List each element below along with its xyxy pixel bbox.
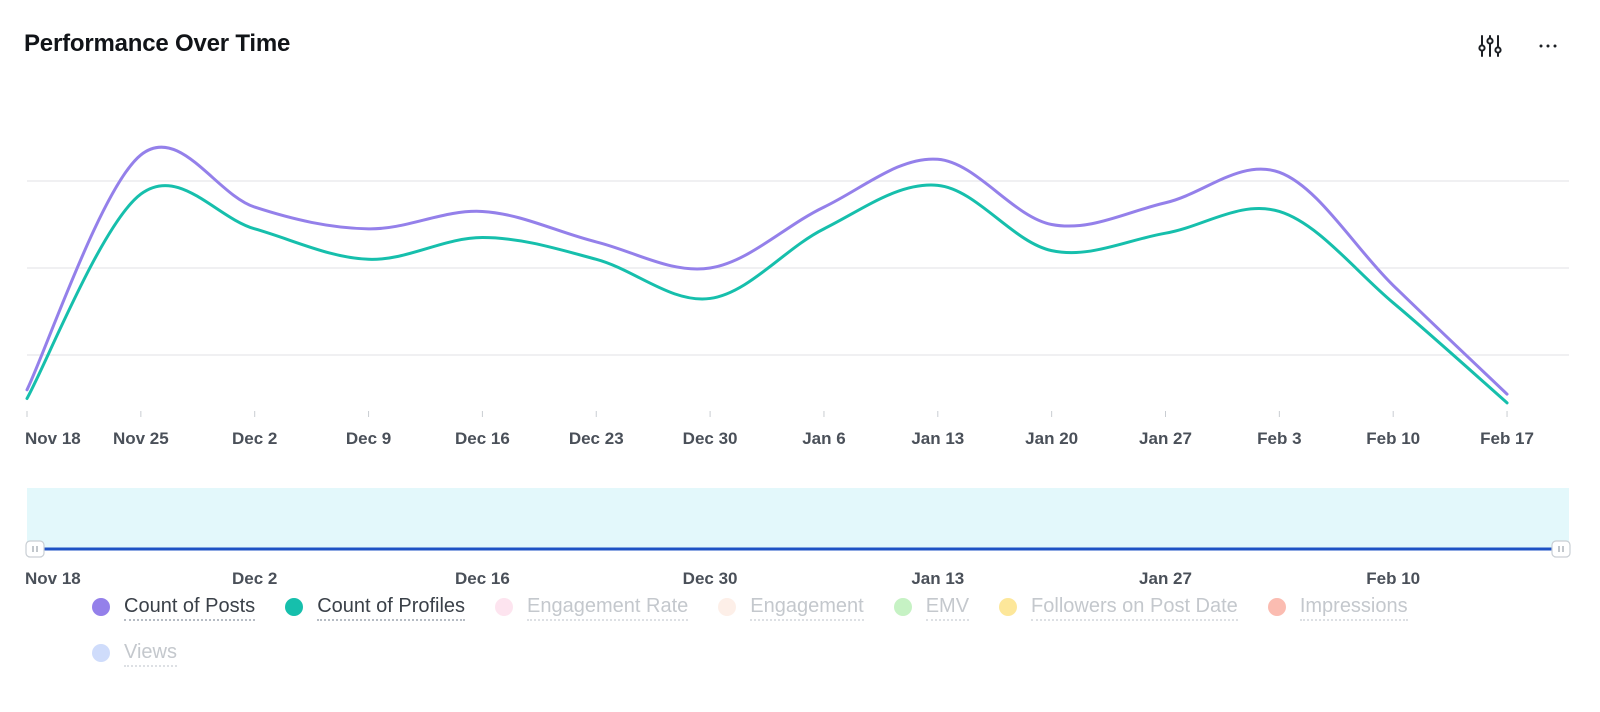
legend-swatch [1267,598,1286,616]
legend-swatch [92,644,110,662]
more-horizontal-icon [1539,44,1557,48]
x-tick-label: Dec 9 [346,429,391,448]
range-tick-label: Dec 16 [455,569,510,588]
legend-label: Count of Profiles [317,594,466,621]
legend-item-count-of-profiles[interactable]: Count of Profiles [285,590,466,624]
page-title: Performance Over Time [24,30,291,57]
range-handle-end[interactable] [1551,540,1571,558]
series-line-count-of-profiles [25,183,1509,405]
x-tick-label: Nov 25 [113,429,169,448]
legend-label: Followers on Post Date [1031,594,1238,621]
x-tick-label: Dec 16 [455,429,510,448]
legend-item-views[interactable]: Views [92,636,177,670]
line-chart: Nov 18 Nov 25 Dec 2 Dec 9 Dec 16 Dec 23 Dec 30… [25,145,1571,588]
legend-swatch [92,598,110,616]
series-line-count-of-posts [25,145,1509,396]
x-tick-label: Jan 20 [1025,429,1078,448]
legend-item-engagement[interactable]: Engagement [718,590,864,624]
sliders-icon [1478,35,1502,57]
x-tick-label: Dec 2 [232,429,277,448]
range-tick-label: Feb 10 [1366,569,1420,588]
legend-label: Count of Posts [124,594,256,621]
filter-button[interactable] [1472,28,1508,64]
x-tick-label: Feb 3 [1257,429,1301,448]
legend-swatch [285,598,304,616]
range-selector-area [27,488,1569,549]
legend-label: Views [124,640,177,667]
legend-swatch [893,598,912,616]
legend-swatch [718,598,737,616]
range-handle-start[interactable] [25,540,45,558]
range-tick-label: Jan 13 [911,569,964,588]
x-tick-label: Feb 10 [1366,429,1420,448]
legend-item-engagement-rate[interactable]: Engagement Rate [495,590,689,624]
legend-label: Engagement [750,594,864,621]
range-tick-label: Nov 18 [25,569,81,588]
legend-item-impressions[interactable]: Impressions [1267,590,1408,624]
x-tick-label: Jan 13 [911,429,964,448]
x-tick-label: Nov 18 [25,429,81,448]
more-options-button[interactable] [1530,28,1566,64]
legend-label: Impressions [1299,594,1408,621]
legend-item-followers-on-post-date[interactable]: Followers on Post Date [999,590,1238,624]
x-tick-label: Jan 6 [802,429,845,448]
x-tick-label: Dec 30 [683,429,738,448]
legend-swatch [495,598,514,616]
range-tick-label: Dec 2 [232,569,277,588]
legend-label: EMV [925,594,970,621]
x-tick-label: Feb 17 [1480,429,1534,448]
legend-item-emv[interactable]: EMV [893,590,970,624]
x-tick-label: Dec 23 [569,429,624,448]
legend-swatch [999,598,1018,616]
range-tick-label: Dec 30 [683,569,738,588]
range-tick-label: Jan 27 [1139,569,1192,588]
legend-item-count-of-posts[interactable]: Count of Posts [92,590,256,624]
legend-label: Engagement Rate [527,594,689,621]
chart-legend: Count of Posts Count of Profiles Engagemen… [92,590,1532,670]
x-tick-label: Jan 27 [1139,429,1192,448]
